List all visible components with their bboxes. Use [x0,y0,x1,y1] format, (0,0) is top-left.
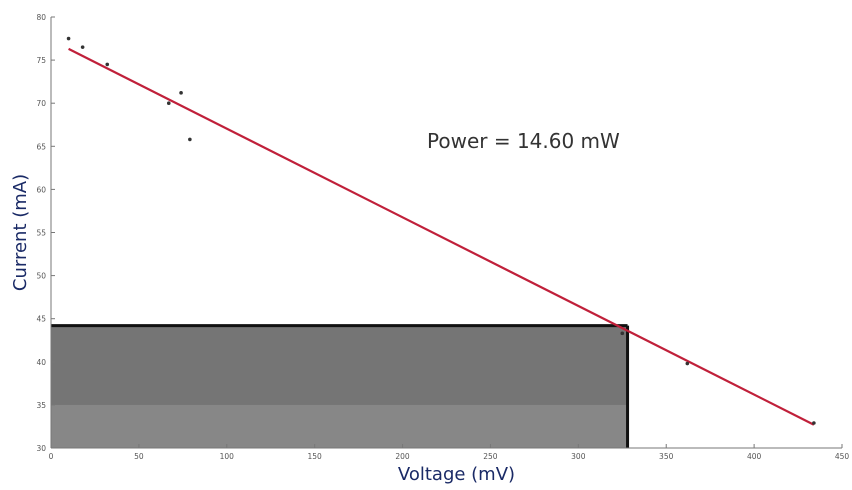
rectangle-lower-band [51,404,628,448]
y-tick-label: 65 [36,142,46,151]
y-tick-label: 30 [36,444,46,453]
y-tick-label: 70 [36,99,46,108]
data-point [179,91,183,95]
power-annotation: Power = 14.60 mW [427,129,620,153]
y-tick-label: 75 [36,56,46,65]
x-tick-label: 250 [483,452,498,461]
y-tick-label: 55 [36,229,46,238]
x-tick-label: 350 [659,452,674,461]
data-point [166,101,171,105]
x-tick-label: 400 [747,452,762,461]
x-tick-label: 450 [835,452,850,461]
data-point [105,62,110,67]
x-tick-label: 300 [571,452,586,461]
data-point [80,45,85,49]
x-axis-title: Voltage (mV) [398,464,515,485]
y-tick-label: 35 [36,401,46,410]
y-tick-label: 40 [36,358,46,367]
data-point [66,36,71,41]
x-tick-label: 200 [395,452,410,461]
y-tick-label: 80 [36,13,46,22]
y-axis-title: Current (mA) [10,174,31,291]
data-point [812,421,816,425]
data-point [188,137,192,142]
fit-line [68,47,815,426]
x-tick-label: 100 [220,452,235,461]
x-tick-label: 150 [308,452,323,461]
y-tick-label: 50 [36,272,46,281]
x-tick-label: 0 [49,452,54,461]
y-tick-label: 60 [36,185,46,194]
y-tick-label: 45 [36,315,46,324]
x-tick-label: 50 [134,452,144,461]
data-point [685,361,690,366]
data-point [620,331,625,336]
